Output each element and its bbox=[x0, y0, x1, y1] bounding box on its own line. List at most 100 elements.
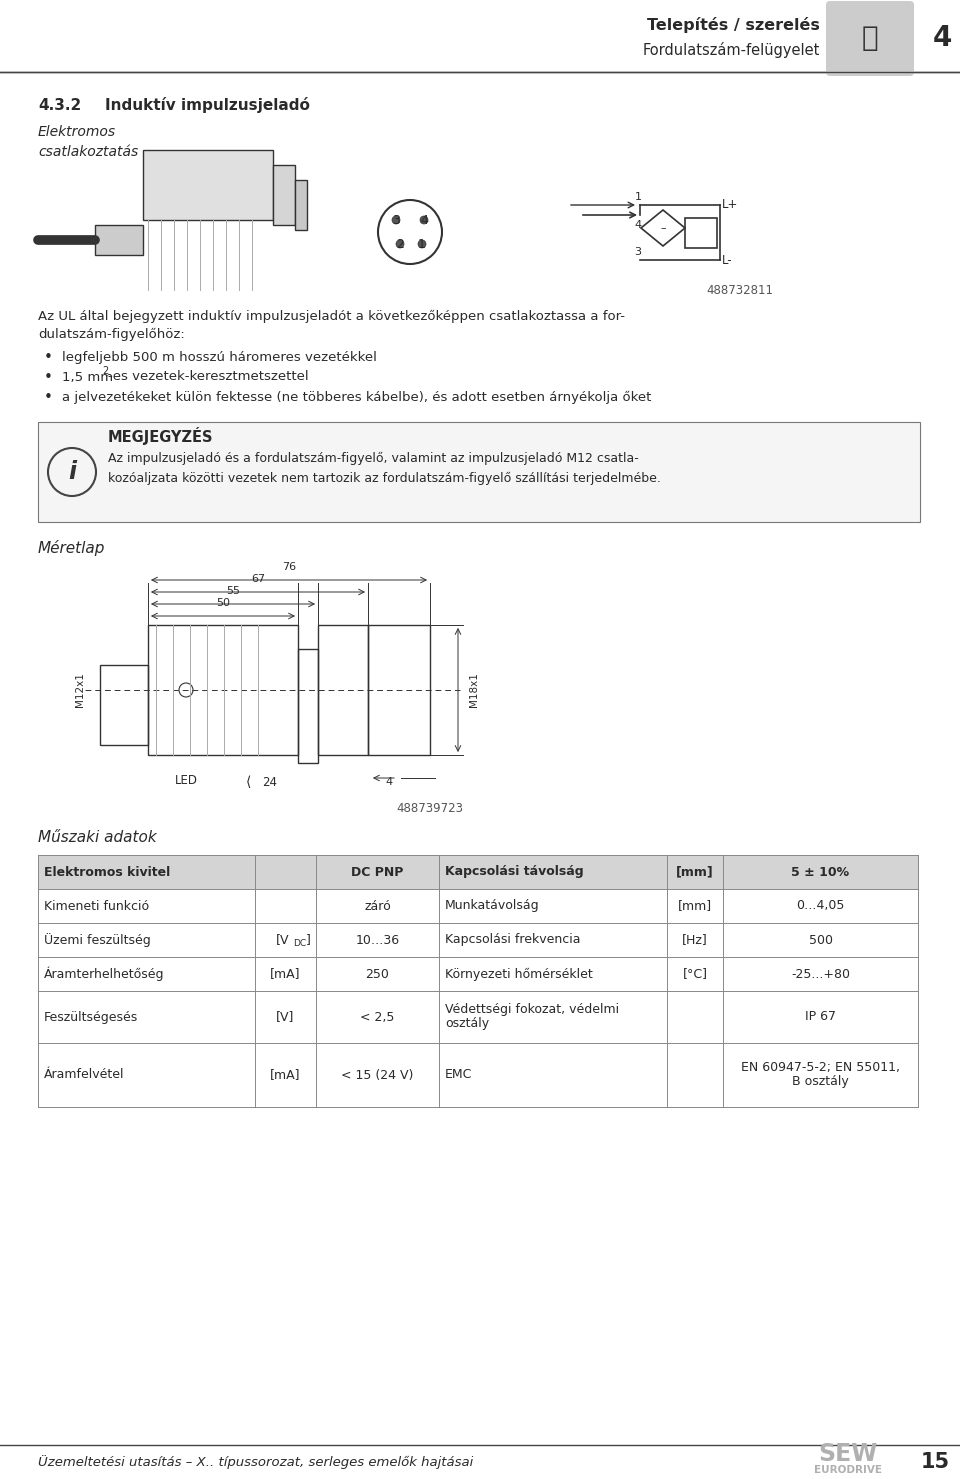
Text: 10…36: 10…36 bbox=[355, 933, 399, 947]
Text: osztály: osztály bbox=[445, 1018, 490, 1031]
Text: 2: 2 bbox=[396, 238, 404, 250]
Text: < 15 (24 V): < 15 (24 V) bbox=[342, 1068, 414, 1081]
Text: M12x1: M12x1 bbox=[75, 673, 85, 707]
Text: M18x1: M18x1 bbox=[469, 673, 479, 707]
Text: Kapcsolási távolság: Kapcsolási távolság bbox=[445, 865, 584, 879]
Text: i: i bbox=[68, 460, 76, 484]
Text: Fordulatszám-felügyelet: Fordulatszám-felügyelet bbox=[642, 41, 820, 58]
Text: 🔧: 🔧 bbox=[862, 24, 878, 52]
Text: 1: 1 bbox=[635, 192, 641, 203]
Text: EN 60947-5-2; EN 55011,: EN 60947-5-2; EN 55011, bbox=[741, 1062, 900, 1075]
Text: [mA]: [mA] bbox=[271, 967, 300, 981]
Text: 488739723: 488739723 bbox=[396, 802, 464, 815]
FancyBboxPatch shape bbox=[826, 1, 914, 75]
Bar bbox=[38, 957, 918, 991]
Text: •: • bbox=[43, 370, 53, 385]
Text: 76: 76 bbox=[282, 562, 296, 572]
Text: Környezeti hőmérséklet: Környezeti hőmérséklet bbox=[445, 967, 592, 981]
Bar bbox=[143, 149, 273, 220]
Text: 15: 15 bbox=[921, 1452, 949, 1472]
Bar bbox=[368, 626, 430, 754]
Text: Méretlap: Méretlap bbox=[38, 540, 106, 556]
Text: Műszaki adatok: Műszaki adatok bbox=[38, 831, 156, 846]
Text: 1,5 mm: 1,5 mm bbox=[62, 371, 113, 383]
Text: •: • bbox=[43, 389, 53, 404]
Bar bbox=[38, 991, 918, 1043]
Text: 1: 1 bbox=[418, 238, 426, 250]
Text: a jelvezetékeket külön fektesse (ne többeres kábelbe), és adott esetben árnyékol: a jelvezetékeket külön fektesse (ne több… bbox=[62, 390, 652, 404]
Bar bbox=[685, 217, 717, 248]
Bar bbox=[38, 1043, 918, 1106]
Text: Kapcsolási frekvencia: Kapcsolási frekvencia bbox=[445, 933, 581, 947]
Text: Telepítés / szerelés: Telepítés / szerelés bbox=[647, 16, 820, 33]
Bar bbox=[318, 626, 368, 754]
Text: Induktív impulzusjeladó: Induktív impulzusjeladó bbox=[105, 98, 310, 112]
Bar bbox=[295, 180, 307, 231]
Text: 4: 4 bbox=[635, 220, 641, 231]
Bar bbox=[38, 923, 918, 957]
Circle shape bbox=[392, 216, 400, 223]
Text: záró: záró bbox=[364, 899, 391, 913]
Text: csatlakoztatás: csatlakoztatás bbox=[38, 145, 138, 160]
Text: [mA]: [mA] bbox=[271, 1068, 300, 1081]
Text: 3: 3 bbox=[635, 247, 641, 257]
Text: IP 67: IP 67 bbox=[805, 1010, 836, 1023]
Text: dulatszám-figyelőhöz:: dulatszám-figyelőhöz: bbox=[38, 327, 184, 340]
Text: Védettségi fokozat, védelmi: Védettségi fokozat, védelmi bbox=[445, 1003, 619, 1016]
Text: [V]: [V] bbox=[276, 1010, 295, 1023]
Text: SEW: SEW bbox=[818, 1442, 877, 1466]
Text: -25...+80: -25...+80 bbox=[791, 967, 850, 981]
Text: Munkatávolság: Munkatávolság bbox=[445, 899, 540, 913]
Text: •: • bbox=[43, 349, 53, 364]
Text: DC: DC bbox=[294, 939, 306, 948]
Text: DC PNP: DC PNP bbox=[351, 865, 404, 879]
Bar bbox=[298, 649, 318, 763]
Text: 5 ± 10%: 5 ± 10% bbox=[791, 865, 850, 879]
Bar bbox=[100, 666, 148, 745]
Text: < 2,5: < 2,5 bbox=[360, 1010, 395, 1023]
Text: EMC: EMC bbox=[445, 1068, 472, 1081]
Text: ⟨: ⟨ bbox=[246, 775, 251, 788]
Text: 2: 2 bbox=[102, 365, 108, 376]
Text: 50: 50 bbox=[216, 598, 230, 608]
Text: 4: 4 bbox=[420, 213, 428, 226]
Bar bbox=[38, 855, 918, 889]
Text: Üzemi feszültség: Üzemi feszültség bbox=[44, 933, 151, 947]
Text: Elektromos: Elektromos bbox=[38, 126, 116, 139]
Text: MEGJEGYZÉS: MEGJEGYZÉS bbox=[108, 427, 213, 445]
Circle shape bbox=[418, 240, 426, 248]
Text: [V: [V bbox=[276, 933, 289, 947]
Text: -es vezetek-keresztmetszettel: -es vezetek-keresztmetszettel bbox=[108, 371, 308, 383]
Text: [Hz]: [Hz] bbox=[683, 933, 708, 947]
Text: 24: 24 bbox=[262, 775, 277, 788]
Text: [°C]: [°C] bbox=[683, 967, 708, 981]
Text: 4: 4 bbox=[932, 24, 951, 52]
Text: 488732811: 488732811 bbox=[707, 284, 774, 296]
Text: 500: 500 bbox=[808, 933, 832, 947]
Bar bbox=[273, 166, 295, 225]
Text: L-: L- bbox=[722, 253, 732, 266]
Circle shape bbox=[48, 448, 96, 495]
Text: –: – bbox=[660, 223, 666, 234]
Bar bbox=[38, 422, 920, 522]
Text: Áramterhelhetőség: Áramterhelhetőség bbox=[44, 967, 164, 981]
Text: 4: 4 bbox=[385, 776, 393, 787]
Text: Elektromos kivitel: Elektromos kivitel bbox=[44, 865, 170, 879]
Text: L+: L+ bbox=[722, 198, 738, 211]
Text: Kimeneti funkció: Kimeneti funkció bbox=[44, 899, 149, 913]
Text: 3: 3 bbox=[392, 213, 400, 226]
Text: LED: LED bbox=[175, 774, 198, 787]
Text: [mm]: [mm] bbox=[676, 865, 714, 879]
Text: EURODRIVE: EURODRIVE bbox=[814, 1466, 882, 1475]
Text: 250: 250 bbox=[366, 967, 390, 981]
Text: B osztály: B osztály bbox=[792, 1075, 849, 1089]
Text: kozóaljzata közötti vezetek nem tartozik az fordulatszám-figyelő szállítási terj: kozóaljzata közötti vezetek nem tartozik… bbox=[108, 472, 660, 485]
Text: 55: 55 bbox=[226, 586, 240, 596]
Text: 4.3.2: 4.3.2 bbox=[38, 98, 82, 112]
Circle shape bbox=[396, 240, 404, 248]
Text: 67: 67 bbox=[251, 574, 265, 584]
Text: Az impulzusjeladó és a fordulatszám-figyelő, valamint az impulzusjeladó M12 csat: Az impulzusjeladó és a fordulatszám-figy… bbox=[108, 451, 638, 464]
Text: ]: ] bbox=[305, 933, 310, 947]
Text: [mm]: [mm] bbox=[678, 899, 712, 913]
Text: Áramfelvétel: Áramfelvétel bbox=[44, 1068, 125, 1081]
